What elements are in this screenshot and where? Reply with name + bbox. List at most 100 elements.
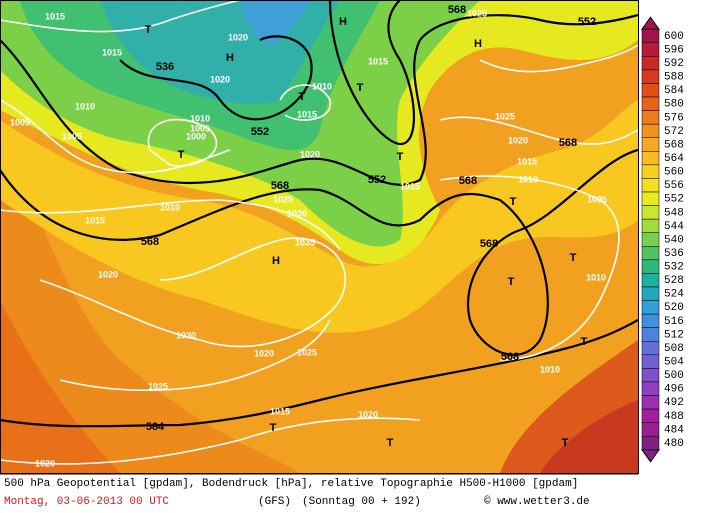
map-label: 1025 bbox=[495, 111, 515, 121]
colorbar-label: 552 bbox=[664, 194, 684, 206]
map-label: 568 bbox=[271, 180, 289, 192]
map-label: 1020 bbox=[300, 149, 320, 159]
colorbar-label: 568 bbox=[664, 139, 684, 151]
map-label: T bbox=[357, 82, 364, 94]
map-label: 1025 bbox=[467, 8, 487, 18]
isobar bbox=[39, 237, 347, 348]
map-label: 1015 bbox=[517, 156, 537, 166]
colorbar-label: 564 bbox=[664, 153, 684, 165]
colorbar-label: 540 bbox=[664, 234, 684, 246]
map-label: T bbox=[145, 24, 152, 36]
colorbar-band bbox=[641, 164, 660, 179]
colorbar-label: 584 bbox=[664, 85, 684, 97]
isobar bbox=[279, 84, 332, 121]
colorbar-label: 580 bbox=[664, 99, 684, 111]
map-label: 1020 bbox=[508, 135, 528, 145]
isobar bbox=[439, 116, 638, 145]
map-label: T bbox=[570, 252, 577, 264]
hot-zone bbox=[540, 400, 638, 473]
contour bbox=[0, 13, 638, 186]
map-label: 1015 bbox=[45, 11, 65, 21]
map-label: T bbox=[299, 91, 306, 103]
colorbar-band bbox=[641, 56, 660, 71]
map-label: 1030 bbox=[287, 208, 307, 218]
colorbar-band bbox=[641, 151, 660, 166]
map-labels: 1015T1020H101553610201010100510051010100… bbox=[10, 4, 607, 468]
colorbar-band bbox=[641, 205, 660, 220]
contour bbox=[0, 319, 638, 428]
map-label: 1015 bbox=[270, 406, 290, 416]
map-label: 1015 bbox=[297, 109, 317, 119]
map-label: H bbox=[272, 255, 280, 267]
map-label: 552 bbox=[578, 16, 596, 28]
colorbar-label: 556 bbox=[664, 180, 684, 192]
colorbar-band bbox=[641, 327, 660, 342]
map-label: 1000 bbox=[186, 131, 206, 141]
colorbar-band bbox=[641, 96, 660, 111]
map-label: T bbox=[387, 437, 394, 449]
cold-core bbox=[240, 0, 310, 45]
isobar bbox=[0, 0, 241, 33]
colorbar: 6005965925885845805765725685645605565525… bbox=[641, 16, 684, 463]
map-label: 1020 bbox=[35, 458, 55, 468]
colorbar-band bbox=[641, 28, 660, 44]
map-label: 568 bbox=[480, 238, 498, 250]
colorbar-label: 588 bbox=[664, 72, 684, 84]
colorbar-band bbox=[641, 300, 660, 315]
colorbar-band bbox=[641, 246, 660, 261]
colorbar-label: 484 bbox=[664, 424, 684, 436]
map-label: 1020 bbox=[228, 32, 248, 42]
contour bbox=[0, 148, 638, 356]
footer-run: (Sonntag 00 + 192) bbox=[302, 496, 421, 508]
map-label: 1010 bbox=[540, 364, 560, 374]
colorbar-band bbox=[641, 178, 660, 193]
isobar bbox=[439, 175, 620, 361]
map-label: 568 bbox=[559, 137, 577, 149]
colorbar-band bbox=[641, 435, 660, 451]
colorbar-band bbox=[641, 408, 660, 423]
map-label: 1010 bbox=[586, 272, 606, 282]
colorbar-label: 560 bbox=[664, 167, 684, 179]
warm-zone bbox=[0, 300, 120, 473]
colorbar-band bbox=[641, 232, 660, 247]
map-label: 1015 bbox=[368, 56, 388, 66]
colorbar-label: 592 bbox=[664, 58, 684, 70]
map-label: 1005 bbox=[190, 123, 210, 133]
colorbar-label: 548 bbox=[664, 207, 684, 219]
colorbar-label: 504 bbox=[664, 357, 684, 369]
isobars bbox=[0, 0, 638, 465]
colorbar-band bbox=[641, 69, 660, 84]
map-label: 1035 bbox=[295, 237, 315, 247]
colorbar-label: 488 bbox=[664, 411, 684, 423]
colorbar-band bbox=[641, 286, 660, 301]
map-label: T bbox=[178, 149, 185, 161]
colorbar-label: 572 bbox=[664, 126, 684, 138]
colorbar-band bbox=[641, 395, 660, 410]
colorbar-label: 536 bbox=[664, 248, 684, 260]
colorbar-label: 524 bbox=[664, 289, 684, 301]
map-label: 1010 bbox=[312, 81, 332, 91]
colorbar-band bbox=[641, 341, 660, 356]
map-label: 1020 bbox=[98, 269, 118, 279]
map-label: 1015 bbox=[400, 181, 420, 191]
colorbar-cap bbox=[641, 449, 660, 463]
mild-zone bbox=[0, 100, 638, 333]
colorbar-band bbox=[641, 313, 660, 328]
footer-copyright: © www.wetter3.de bbox=[484, 496, 590, 508]
colorbar-label: 528 bbox=[664, 275, 684, 287]
isobar bbox=[0, 99, 231, 174]
contour bbox=[328, 0, 415, 145]
isobar bbox=[0, 417, 421, 465]
colorbar-label: 520 bbox=[664, 302, 684, 314]
colorbar-label: 596 bbox=[664, 44, 684, 56]
map bbox=[0, 0, 638, 473]
map-label: 584 bbox=[146, 421, 165, 433]
colorbar-label: 516 bbox=[664, 316, 684, 328]
map-label: 568 bbox=[501, 351, 519, 363]
map-label: H bbox=[226, 52, 234, 64]
colorbar-band bbox=[641, 83, 660, 98]
map-label: 1010 bbox=[518, 174, 538, 184]
isobar bbox=[479, 44, 638, 73]
colorbar-label: 532 bbox=[664, 262, 684, 274]
map-label: 536 bbox=[156, 61, 174, 73]
